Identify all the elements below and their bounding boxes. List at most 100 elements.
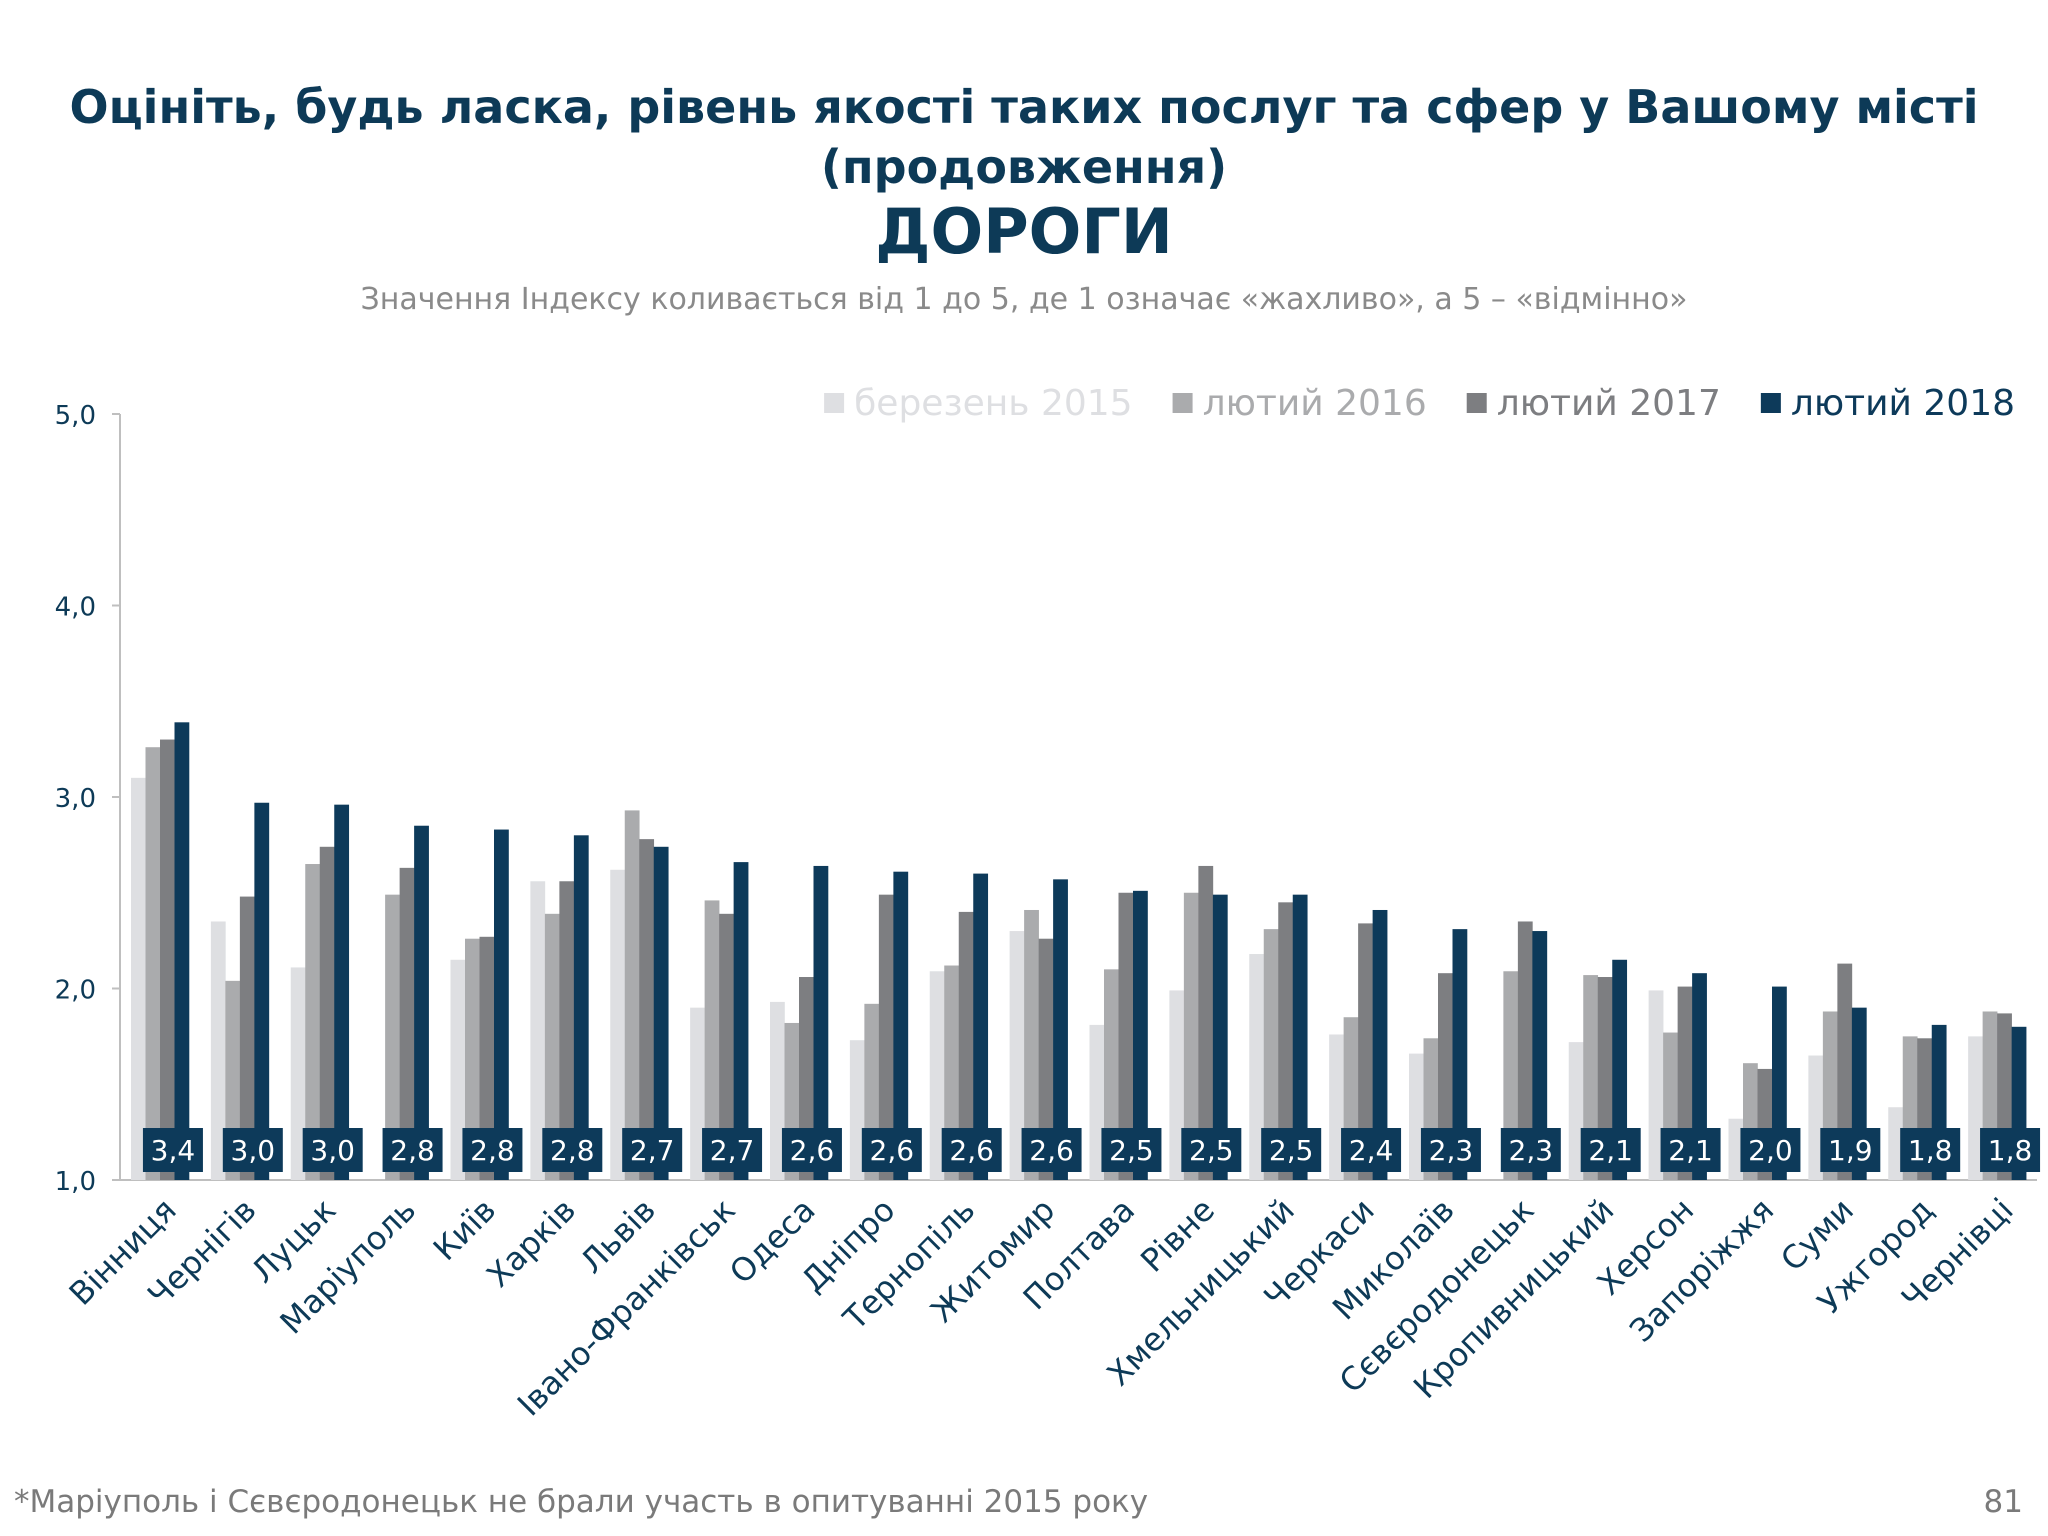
bar bbox=[1038, 938, 1054, 1180]
data-label: 2,3 bbox=[1429, 1134, 1474, 1167]
data-label-box bbox=[1261, 1128, 1322, 1172]
legend-label: березень 2015 bbox=[854, 383, 1132, 424]
bar bbox=[573, 835, 589, 1180]
bar bbox=[1808, 1055, 1824, 1180]
bar bbox=[1118, 892, 1134, 1180]
bar bbox=[639, 839, 655, 1180]
bar bbox=[131, 777, 146, 1180]
bar bbox=[958, 911, 974, 1180]
bar bbox=[1329, 1034, 1344, 1180]
bar bbox=[465, 938, 480, 1180]
bar bbox=[719, 913, 734, 1180]
legend-label: лютий 2016 bbox=[1203, 383, 1427, 424]
chart-title-line2: (продовження) bbox=[820, 140, 1228, 194]
data-label: 2,5 bbox=[1189, 1134, 1234, 1167]
bar bbox=[385, 894, 400, 1180]
data-label: 1,8 bbox=[1908, 1134, 1953, 1167]
chart-subtitle: Значення Індексу коливається від 1 до 5,… bbox=[360, 282, 1688, 317]
data-label: 3,4 bbox=[151, 1134, 196, 1167]
bar bbox=[254, 802, 270, 1180]
bar bbox=[893, 871, 909, 1180]
bar bbox=[1968, 1036, 1983, 1180]
bar bbox=[704, 900, 720, 1180]
data-label-box bbox=[382, 1128, 443, 1172]
bar bbox=[160, 739, 175, 1180]
page-number: 81 bbox=[1983, 1484, 2023, 1520]
bar bbox=[733, 862, 749, 1180]
bar bbox=[813, 865, 829, 1180]
data-label: 2,7 bbox=[710, 1134, 755, 1167]
bar bbox=[610, 869, 626, 1180]
bar bbox=[1104, 969, 1119, 1180]
bar bbox=[290, 967, 306, 1180]
bar bbox=[1009, 931, 1025, 1180]
bar bbox=[1837, 963, 1853, 1180]
bar bbox=[849, 1040, 865, 1180]
category-label: Харків bbox=[479, 1191, 583, 1295]
y-tick-label: 4,0 bbox=[55, 593, 96, 623]
data-label: 2,5 bbox=[1269, 1134, 1314, 1167]
bar bbox=[239, 896, 255, 1180]
data-label: 2,1 bbox=[1668, 1134, 1713, 1167]
bar bbox=[624, 810, 640, 1180]
data-label-box bbox=[1900, 1128, 1961, 1172]
bar bbox=[319, 846, 335, 1180]
bar bbox=[210, 921, 226, 1180]
data-label: 2,4 bbox=[1349, 1134, 1394, 1167]
data-label-box bbox=[861, 1128, 922, 1172]
y-tick-label: 5,0 bbox=[55, 401, 96, 431]
bar bbox=[1278, 902, 1294, 1180]
data-label-box bbox=[622, 1128, 683, 1172]
data-label: 2,8 bbox=[470, 1134, 515, 1167]
data-label-box bbox=[1580, 1128, 1641, 1172]
bar bbox=[414, 825, 429, 1180]
bar bbox=[1503, 971, 1519, 1180]
data-label: 2,6 bbox=[1029, 1134, 1074, 1167]
data-label: 3,0 bbox=[310, 1134, 355, 1167]
bar bbox=[653, 846, 669, 1180]
bar bbox=[1532, 931, 1548, 1180]
data-label-box bbox=[941, 1128, 1002, 1172]
bar bbox=[544, 913, 560, 1180]
data-label: 2,1 bbox=[1588, 1134, 1633, 1167]
legend-swatch bbox=[1466, 393, 1487, 413]
bar bbox=[1612, 959, 1628, 1180]
bar bbox=[334, 804, 350, 1180]
data-label: 3,0 bbox=[231, 1134, 276, 1167]
bar bbox=[1452, 929, 1468, 1180]
data-label-box bbox=[462, 1128, 523, 1172]
bar bbox=[1169, 990, 1185, 1180]
data-label-box bbox=[1181, 1128, 1242, 1172]
data-label-box bbox=[1820, 1128, 1881, 1172]
data-label-box bbox=[302, 1128, 363, 1172]
bar bbox=[1409, 1053, 1424, 1180]
data-label: 2,6 bbox=[949, 1134, 994, 1167]
bar bbox=[530, 881, 546, 1180]
data-label: 2,6 bbox=[870, 1134, 915, 1167]
bar bbox=[1053, 879, 1068, 1180]
data-label: 2,6 bbox=[790, 1134, 835, 1167]
data-label-box bbox=[1420, 1128, 1481, 1172]
bar bbox=[1358, 923, 1373, 1180]
chart-title-line1: Оцініть, будь ласка, рівень якості таких… bbox=[69, 80, 1979, 134]
data-label: 2,5 bbox=[1109, 1134, 1154, 1167]
data-label: 2,3 bbox=[1509, 1134, 1554, 1167]
bar bbox=[1517, 921, 1533, 1180]
bar bbox=[1212, 894, 1228, 1180]
bar bbox=[944, 965, 960, 1180]
data-label-box bbox=[1500, 1128, 1561, 1172]
bar bbox=[1372, 909, 1388, 1180]
legend-swatch bbox=[1760, 393, 1781, 413]
bar bbox=[479, 936, 495, 1180]
bar bbox=[1263, 929, 1279, 1180]
bar bbox=[1183, 892, 1199, 1180]
data-label-box bbox=[702, 1128, 763, 1172]
data-label-box bbox=[1021, 1128, 1082, 1172]
data-label-box bbox=[781, 1128, 842, 1172]
y-tick-label: 3,0 bbox=[55, 784, 96, 814]
data-label-box bbox=[1740, 1128, 1801, 1172]
legend-swatch bbox=[824, 393, 845, 413]
chart-title-main: ДОРОГИ bbox=[875, 195, 1173, 268]
data-label: 2,7 bbox=[630, 1134, 675, 1167]
data-label-box bbox=[1660, 1128, 1721, 1172]
